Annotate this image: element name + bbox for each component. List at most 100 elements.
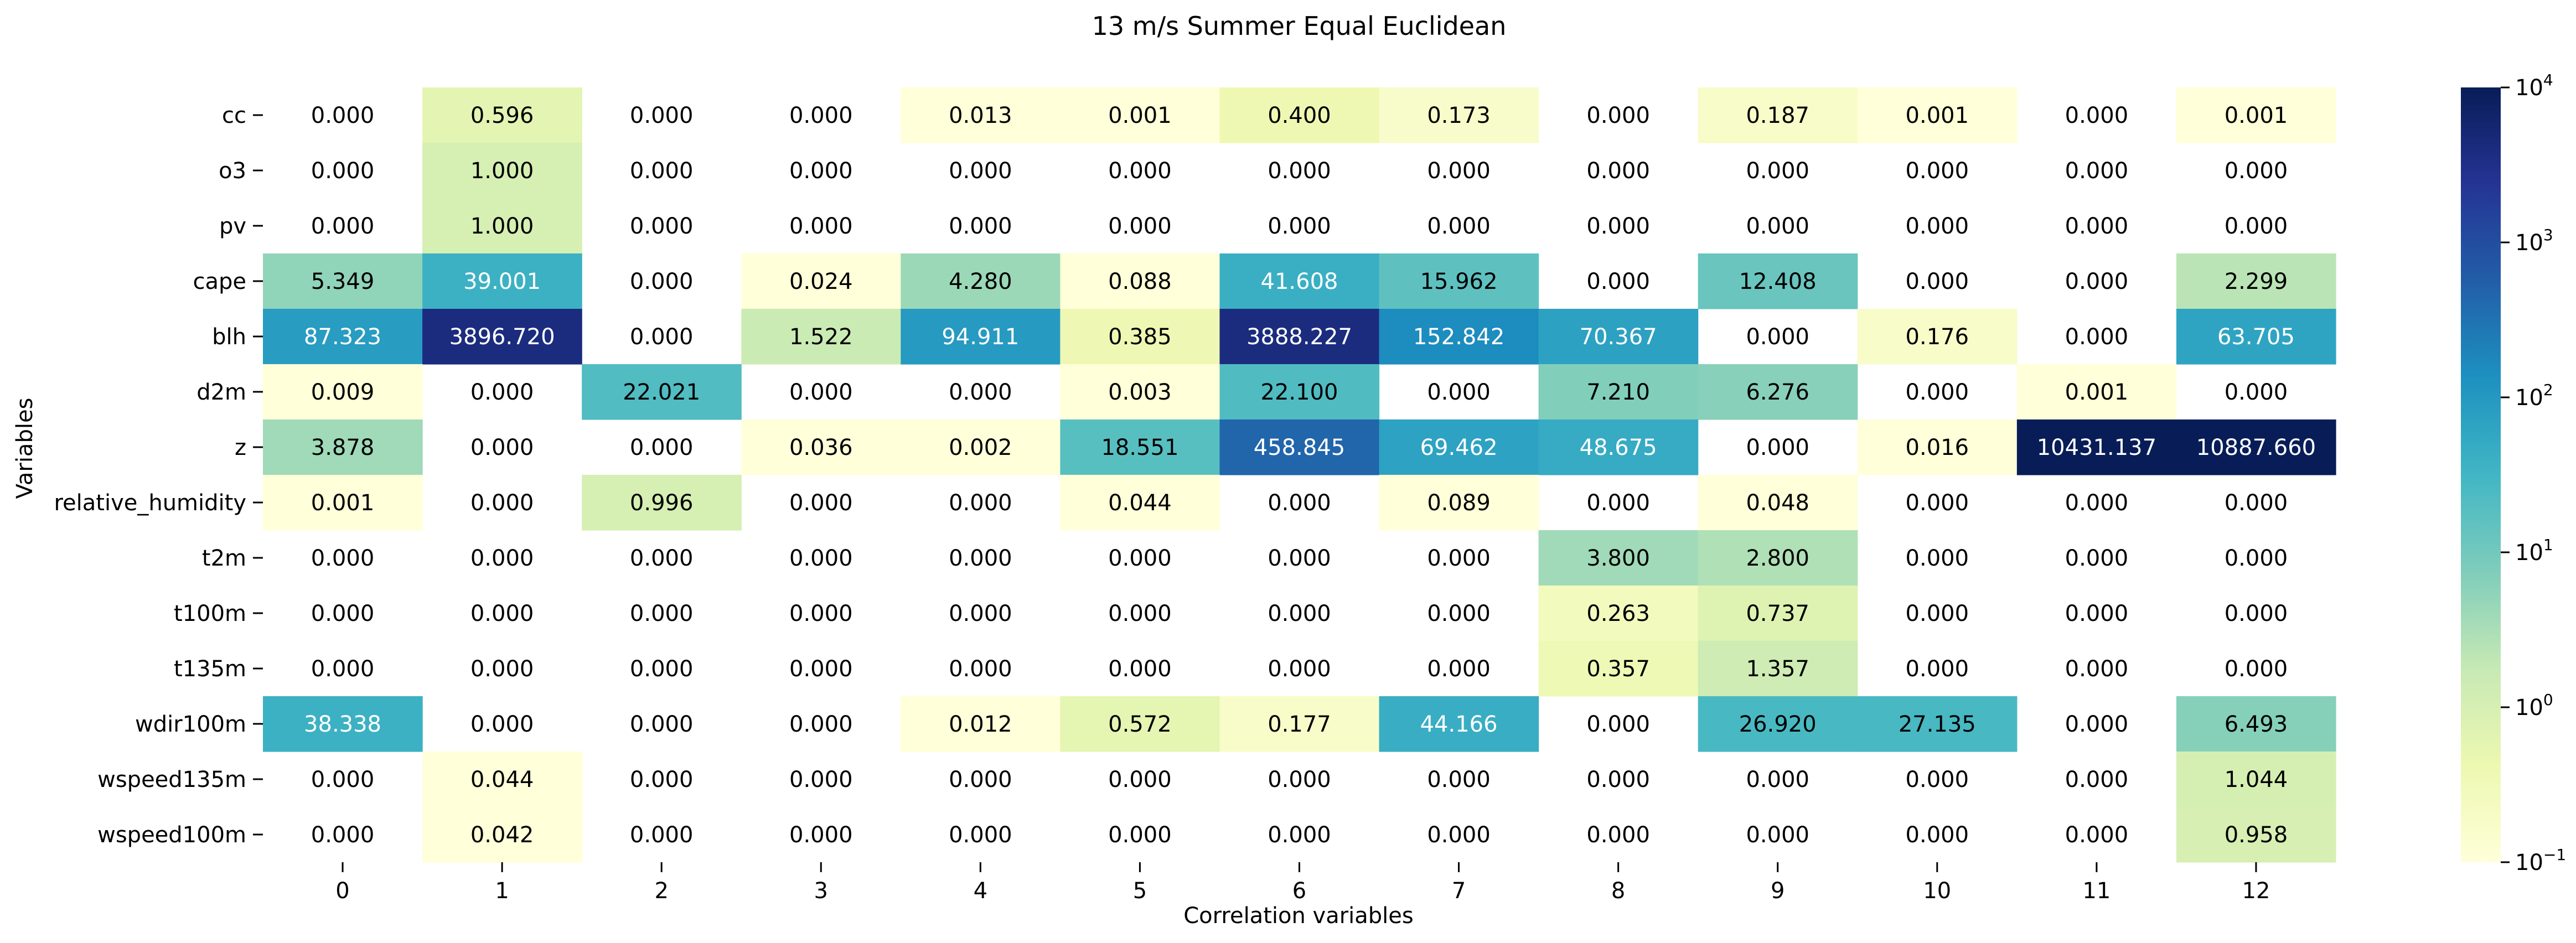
heatmap-cell xyxy=(263,696,423,752)
cell-value-label: 22.021 xyxy=(623,380,700,405)
cell-value-label: 0.000 xyxy=(630,324,694,350)
cell-value-label: 0.000 xyxy=(2225,546,2288,571)
cell-value-label: 0.000 xyxy=(2225,214,2288,239)
cell-value-label: 0.000 xyxy=(630,767,694,792)
heatmap-cell xyxy=(263,475,423,531)
cell-value-label: 0.000 xyxy=(1108,546,1172,571)
y-tick-label: blh xyxy=(212,324,246,350)
cell-value-label: 0.000 xyxy=(1746,822,1809,848)
heatmap-cell xyxy=(422,309,582,365)
cell-value-label: 0.737 xyxy=(1746,601,1809,626)
cell-value-label: 0.000 xyxy=(1268,656,1331,682)
heatmap-cell xyxy=(1379,87,1539,143)
colorbar-tick-label: 100 xyxy=(2515,691,2553,721)
heatmap-cell xyxy=(1379,309,1539,365)
x-axis-label: Correlation variables xyxy=(1183,903,1414,929)
cell-value-label: 0.000 xyxy=(630,546,694,571)
heatmap-cell xyxy=(1219,253,1380,309)
heatmap-cell xyxy=(582,364,742,420)
heatmap-cell xyxy=(2016,419,2177,475)
y-tick-label: wspeed100m xyxy=(97,822,246,848)
heatmap-cell xyxy=(741,419,901,475)
cell-value-label: 0.000 xyxy=(789,214,853,239)
x-tick-label: 10 xyxy=(1923,878,1951,904)
cell-value-label: 10887.660 xyxy=(2196,435,2316,460)
cell-value-label: 0.000 xyxy=(789,158,853,184)
cell-value-label: 0.176 xyxy=(1906,324,1969,350)
heatmap-cell xyxy=(1698,475,1858,531)
cell-value-label: 0.000 xyxy=(789,822,853,848)
cell-value-label: 0.000 xyxy=(1906,380,1969,405)
heatmap-cell xyxy=(1857,419,2018,475)
cell-value-label: 0.000 xyxy=(1746,214,1809,239)
cell-value-label: 0.048 xyxy=(1746,490,1809,516)
cell-value-label: 0.000 xyxy=(1906,767,1969,792)
heatmap-cell xyxy=(1379,696,1539,752)
cell-value-label: 0.001 xyxy=(2225,103,2288,128)
cell-value-label: 0.000 xyxy=(311,546,375,571)
cell-value-label: 0.000 xyxy=(2065,822,2129,848)
x-tick-label: 8 xyxy=(1611,878,1625,904)
heatmap-cell xyxy=(1698,364,1858,420)
cell-value-label: 0.572 xyxy=(1108,712,1172,737)
cell-value-label: 87.323 xyxy=(304,324,381,350)
cell-value-label: 0.000 xyxy=(2065,158,2129,184)
cell-value-label: 0.088 xyxy=(1108,269,1172,294)
heatmap-cell xyxy=(1698,696,1858,752)
cell-value-label: 0.044 xyxy=(1108,490,1172,516)
cell-value-label: 12.408 xyxy=(1739,269,1817,294)
cell-value-label: 0.000 xyxy=(1586,158,1650,184)
cell-value-label: 2.299 xyxy=(2225,269,2288,294)
cell-value-label: 3896.720 xyxy=(449,324,555,350)
cell-value-label: 0.000 xyxy=(1427,767,1491,792)
cell-value-label: 0.000 xyxy=(1906,822,1969,848)
cell-value-label: 0.000 xyxy=(2065,103,2129,128)
cell-value-label: 0.000 xyxy=(630,269,694,294)
cell-value-label: 0.000 xyxy=(470,546,534,571)
cell-value-label: 0.000 xyxy=(789,767,853,792)
colorbar-gradient xyxy=(2461,87,2501,862)
cell-value-label: 0.000 xyxy=(470,656,534,682)
cell-value-label: 1.357 xyxy=(1746,656,1809,682)
cell-value-label: 0.177 xyxy=(1268,712,1331,737)
cell-value-label: 0.000 xyxy=(2065,214,2129,239)
cell-value-label: 0.001 xyxy=(1108,103,1172,128)
cell-value-label: 0.000 xyxy=(1108,767,1172,792)
heatmap-cell xyxy=(1060,309,1220,365)
y-tick-label: wspeed135m xyxy=(97,767,246,792)
heatmap-cell xyxy=(2176,253,2336,309)
cell-value-label: 0.000 xyxy=(1586,767,1650,792)
cell-value-label: 0.000 xyxy=(2065,656,2129,682)
cell-value-label: 0.000 xyxy=(1108,822,1172,848)
cell-value-label: 0.000 xyxy=(311,822,375,848)
cell-value-label: 0.000 xyxy=(1427,380,1491,405)
heatmap-cell xyxy=(422,807,582,863)
cell-value-label: 27.135 xyxy=(1899,712,1976,737)
cell-value-label: 0.042 xyxy=(470,822,534,848)
cell-value-label: 0.000 xyxy=(470,712,534,737)
heatmap-cell xyxy=(741,253,901,309)
cell-value-label: 0.002 xyxy=(949,435,1012,460)
x-tick-label: 5 xyxy=(1133,878,1147,904)
cell-value-label: 0.000 xyxy=(2225,380,2288,405)
cell-value-label: 0.000 xyxy=(1108,601,1172,626)
cell-value-label: 0.000 xyxy=(1906,656,1969,682)
heatmap-cell xyxy=(263,364,423,420)
cell-value-label: 0.000 xyxy=(1108,158,1172,184)
heatmap-cell xyxy=(422,198,582,254)
heatmap-cell xyxy=(1857,696,2018,752)
cell-value-label: 0.000 xyxy=(1586,490,1650,516)
cell-value-label: 0.000 xyxy=(2065,269,2129,294)
heatmap-cell xyxy=(1219,87,1380,143)
cell-value-label: 15.962 xyxy=(1420,269,1498,294)
cell-value-label: 0.000 xyxy=(1746,435,1809,460)
cell-value-label: 0.001 xyxy=(1906,103,1969,128)
colorbar-tick-label: 10−1 xyxy=(2515,846,2566,875)
y-tick-label: o3 xyxy=(219,158,246,184)
cell-value-label: 0.000 xyxy=(2225,656,2288,682)
cell-value-label: 0.000 xyxy=(630,435,694,460)
cell-value-label: 0.000 xyxy=(949,380,1012,405)
heatmap-cell xyxy=(1060,696,1220,752)
heatmap-cell xyxy=(1379,475,1539,531)
cell-value-label: 0.187 xyxy=(1746,103,1809,128)
